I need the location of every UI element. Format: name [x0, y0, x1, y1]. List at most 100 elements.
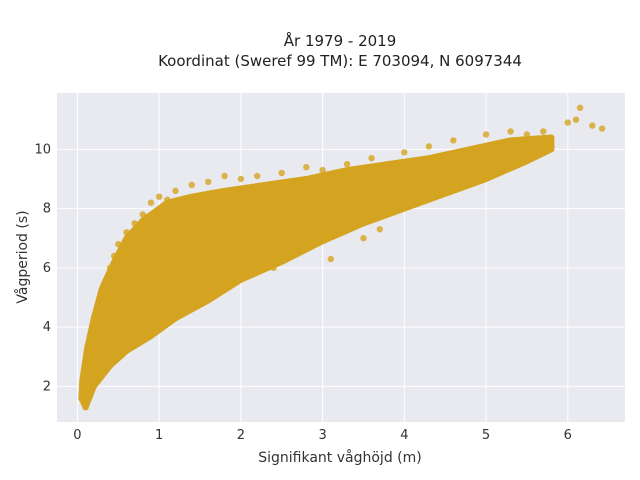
- data-point: [531, 152, 539, 159]
- data-point: [303, 163, 310, 171]
- data-point: [482, 131, 490, 138]
- data-point: [156, 315, 163, 322]
- chart-subtitle: Koordinat (Sweref 99 TM): E 703094, N 60…: [158, 52, 522, 70]
- data-point: [319, 166, 326, 174]
- data-point: [303, 235, 310, 242]
- data-point: [237, 175, 245, 183]
- x-tick-label: 3: [318, 428, 326, 443]
- data-point: [482, 152, 490, 159]
- x-tick-label: 4: [400, 428, 408, 443]
- x-tick-label: 1: [155, 428, 163, 443]
- y-axis-label: Vågperiod (s): [14, 210, 31, 303]
- data-point: [482, 169, 490, 177]
- data-point: [368, 155, 375, 162]
- data-point: [425, 187, 433, 194]
- y-tick-label: 10: [34, 142, 51, 157]
- data-point: [523, 131, 531, 138]
- y-tick-label: 6: [43, 261, 51, 276]
- data-point: [196, 288, 204, 295]
- data-point: [115, 241, 122, 248]
- data-point: [237, 267, 245, 274]
- data-point: [401, 178, 408, 186]
- data-point: [82, 386, 89, 393]
- data-point: [278, 217, 285, 224]
- y-tick-label: 2: [43, 379, 51, 394]
- data-point: [98, 288, 106, 295]
- chart-title: År 1979 - 2019: [284, 31, 397, 50]
- data-point: [401, 149, 408, 156]
- data-point: [278, 169, 285, 177]
- data-point: [131, 332, 138, 340]
- data-point: [139, 279, 146, 286]
- data-point: [499, 158, 506, 165]
- data-point: [384, 205, 392, 212]
- data-point: [156, 249, 163, 257]
- data-point: [343, 217, 351, 224]
- data-point: [368, 208, 375, 215]
- data-point: [401, 196, 408, 203]
- data-point: [164, 196, 171, 203]
- data-point: [98, 365, 106, 372]
- data-point: [343, 160, 351, 168]
- data-point: [94, 306, 102, 313]
- data-point: [139, 211, 146, 218]
- data-point: [564, 119, 571, 126]
- data-point: [507, 128, 514, 135]
- x-axis-label: Signifikant våghöjd (m): [258, 449, 421, 466]
- data-point: [442, 166, 449, 174]
- data-point: [188, 181, 195, 189]
- data-points: [78, 104, 606, 411]
- data-point: [548, 143, 555, 150]
- data-point: [106, 356, 114, 363]
- data-point: [327, 255, 334, 263]
- data-point: [172, 306, 179, 313]
- data-point: [221, 172, 228, 180]
- x-tick-label: 0: [73, 428, 81, 443]
- data-point: [221, 276, 228, 283]
- y-tick-label: 4: [43, 320, 51, 335]
- data-point: [572, 116, 580, 123]
- data-point: [78, 395, 85, 402]
- data-point: [205, 252, 212, 260]
- data-point: [196, 241, 204, 248]
- data-point: [156, 193, 163, 200]
- data-point: [360, 190, 367, 197]
- data-point: [540, 128, 547, 135]
- data-point: [576, 104, 584, 112]
- data-point: [254, 246, 261, 254]
- x-tick-label: 5: [482, 428, 490, 443]
- data-point: [106, 264, 114, 272]
- data-point: [335, 223, 343, 230]
- data-point: [172, 264, 179, 272]
- x-tick-label: 6: [564, 428, 572, 443]
- data-point: [319, 205, 326, 212]
- data-point: [82, 404, 89, 411]
- data-point: [147, 199, 155, 206]
- data-point: [589, 122, 596, 129]
- data-point: [90, 377, 98, 384]
- data-point: [86, 353, 93, 360]
- y-tick-label: 8: [43, 202, 51, 217]
- data-point: [466, 175, 473, 183]
- data-point: [88, 338, 96, 346]
- data-point: [270, 264, 277, 272]
- data-point: [123, 229, 130, 236]
- data-point: [84, 371, 91, 378]
- data-point: [376, 226, 383, 233]
- data-point: [450, 178, 457, 186]
- data-point: [598, 125, 606, 132]
- data-point: [115, 347, 122, 355]
- data-point: [102, 276, 110, 283]
- data-point: [237, 229, 245, 236]
- data-point: [205, 178, 212, 186]
- data-point: [425, 143, 433, 150]
- data-point: [90, 318, 98, 325]
- tick-labels: 0 1 2 3 4 5 6 2 4 6 8 10: [34, 142, 571, 443]
- data-point: [450, 137, 457, 144]
- data-point: [254, 172, 261, 180]
- data-point: [507, 163, 514, 171]
- data-point: [262, 255, 269, 263]
- data-point: [123, 294, 130, 301]
- data-point: [131, 220, 138, 227]
